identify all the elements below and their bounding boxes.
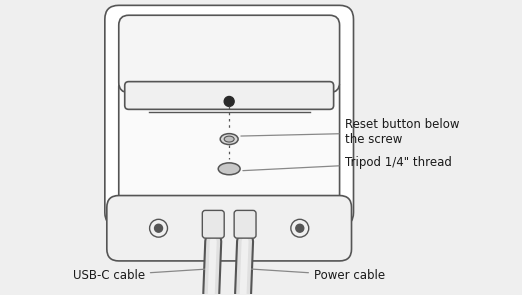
- Ellipse shape: [220, 134, 238, 145]
- Ellipse shape: [218, 163, 240, 175]
- Text: Power cable: Power cable: [251, 269, 385, 282]
- FancyBboxPatch shape: [119, 15, 340, 93]
- Text: USB-C cable: USB-C cable: [73, 269, 208, 282]
- Text: Reset button below
the screw: Reset button below the screw: [241, 118, 459, 146]
- FancyBboxPatch shape: [203, 210, 224, 238]
- Ellipse shape: [224, 136, 234, 142]
- FancyBboxPatch shape: [119, 77, 340, 222]
- Circle shape: [155, 224, 162, 232]
- FancyBboxPatch shape: [107, 196, 351, 261]
- FancyBboxPatch shape: [234, 210, 256, 238]
- FancyBboxPatch shape: [105, 5, 353, 226]
- Circle shape: [296, 224, 304, 232]
- Circle shape: [224, 96, 234, 106]
- Text: Tripod 1/4" thread: Tripod 1/4" thread: [243, 156, 452, 171]
- FancyBboxPatch shape: [125, 82, 334, 109]
